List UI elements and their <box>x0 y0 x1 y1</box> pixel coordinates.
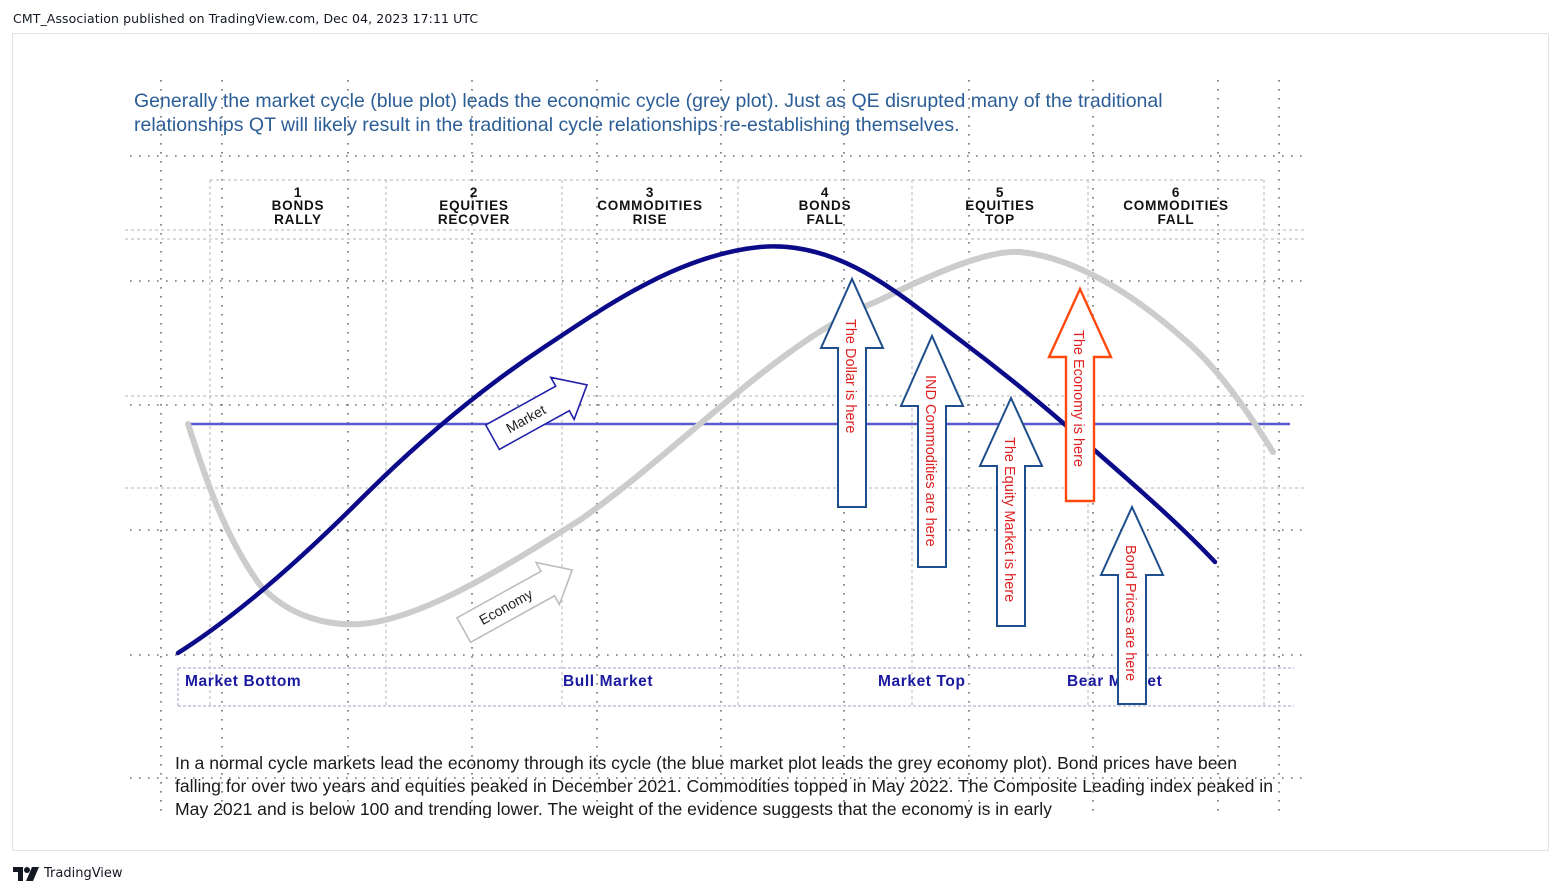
ind-commodities-arrow: IND Commodities are here <box>899 333 965 568</box>
dollar-arrow: The Dollar is here <box>819 276 885 508</box>
stage-1-line2: RALLY <box>274 212 322 227</box>
stage-4-line2: FALL <box>807 212 844 227</box>
brand-name: TradingView <box>44 866 123 881</box>
intro-text: Generally the market cycle (blue plot) l… <box>134 90 1163 136</box>
stage-6-heading: 6 COMMODITIES FALL <box>1123 185 1229 227</box>
economy-curve <box>185 248 1276 628</box>
stage-2-heading: 2 EQUITIES RECOVER <box>438 185 510 227</box>
equity-market-arrow: The Equity Market is here <box>978 395 1044 627</box>
stage-4-heading: 4 BONDS FALL <box>799 185 852 227</box>
ind-commodities-arrow-label: IND Commodities are here <box>922 375 938 547</box>
stage-1-line1: BONDS <box>272 198 325 213</box>
stage-6-number: 6 <box>1172 185 1180 200</box>
bear-market-label: Bear Market <box>1067 673 1162 690</box>
tradingview-brand[interactable]: TradingView <box>13 866 123 881</box>
chart-frame <box>12 33 1549 851</box>
stage-headings: 1 BONDS RALLY 2 EQUITIES RECOVER 3 COMMODITIE… <box>272 185 1229 227</box>
stage-5-line1: EQUITIES <box>965 198 1034 213</box>
market-phase-band: Market Bottom Bull Market Market Top Bea… <box>177 667 1294 707</box>
market-top-label: Market Top <box>878 673 966 690</box>
economy-arrow-label: The Economy is here <box>1070 330 1086 467</box>
stage-5-heading: 5 EQUITIES TOP <box>965 185 1034 227</box>
stage-6-line2: FALL <box>1158 212 1195 227</box>
bond-prices-arrow-label: Bond Prices are here <box>1122 545 1138 681</box>
dollar-arrow-label: The Dollar is here <box>842 319 858 433</box>
publisher-line: CMT_Association published on TradingView… <box>13 11 479 26</box>
stage-1-heading: 1 BONDS RALLY <box>272 185 325 227</box>
stage-4-number: 4 <box>821 185 829 200</box>
stage-5-number: 5 <box>996 185 1004 200</box>
equity-market-arrow-label: The Equity Market is here <box>1001 437 1017 602</box>
stage-3-number: 3 <box>646 185 654 200</box>
outro-text: In a normal cycle markets lead the econo… <box>175 753 1273 818</box>
stage-2-line1: EQUITIES <box>439 198 508 213</box>
bond-prices-arrow: Bond Prices are here <box>1099 504 1165 705</box>
tradingview-logo-icon <box>13 866 39 881</box>
economy-arrow: The Economy is here <box>1047 286 1113 503</box>
stage-5-line2: TOP <box>985 212 1015 227</box>
stage-6-line1: COMMODITIES <box>1123 198 1229 213</box>
stage-3-heading: 3 COMMODITIES RISE <box>597 185 703 227</box>
market-bottom-label: Market Bottom <box>185 673 301 690</box>
stage-2-number: 2 <box>470 185 478 200</box>
economy-label-arrow: Economy <box>455 561 574 644</box>
bull-market-label: Bull Market <box>563 673 653 690</box>
grid-lines <box>125 80 1305 815</box>
stage-3-line1: COMMODITIES <box>597 198 703 213</box>
stage-3-line2: RISE <box>633 212 668 227</box>
stage-2-line2: RECOVER <box>438 212 510 227</box>
stage-1-number: 1 <box>294 185 302 200</box>
market-curve <box>175 244 1218 656</box>
stage-4-line1: BONDS <box>799 198 852 213</box>
